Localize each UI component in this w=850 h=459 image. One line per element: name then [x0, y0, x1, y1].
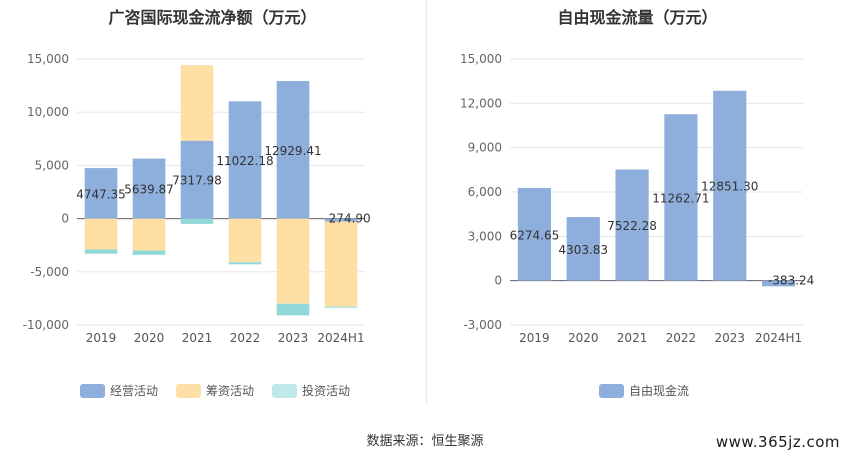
x-tick-label: 2022 [666, 331, 697, 345]
bar [132, 218, 166, 251]
legend-label-investing: 投资活动 [302, 384, 351, 398]
cashflow-legend: 经营活动 筹资活动 投资活动 [80, 382, 350, 399]
bar [324, 221, 358, 307]
legend-swatch-operating [80, 383, 105, 398]
y-tick-label: 9,000 [468, 141, 502, 155]
y-tick-label: -3,000 [463, 318, 502, 332]
legend-item-financing[interactable]: 筹资活动 [176, 382, 254, 399]
data-label: 12929.41 [264, 144, 321, 158]
y-tick-label: 5,000 [35, 158, 69, 172]
x-tick-label: 2021 [617, 331, 648, 345]
data-label: 4303.83 [558, 243, 608, 257]
legend-item-operating[interactable]: 经营活动 [80, 382, 158, 399]
y-tick-label: -10,000 [23, 318, 69, 332]
bar [276, 81, 310, 219]
legend-label-free-cashflow: 自由现金流 [629, 384, 690, 398]
bar [228, 101, 262, 219]
y-tick-label: 3,000 [468, 229, 502, 243]
data-label: 7317.98 [172, 174, 222, 188]
data-label: 7522.28 [607, 219, 657, 233]
legend-item-free-cashflow[interactable]: 自由现金流 [599, 382, 689, 399]
bar [180, 140, 214, 219]
bar [615, 169, 649, 281]
free-cashflow-legend: 自由现金流 [599, 382, 689, 399]
data-label: -383.24 [768, 274, 814, 288]
watermark: www.365jz.com [715, 433, 840, 451]
y-tick-label: 15,000 [460, 52, 502, 66]
y-tick-label: 0 [494, 274, 502, 288]
data-label: 6274.65 [510, 228, 560, 242]
legend-label-financing: 筹资活动 [206, 384, 255, 398]
x-tick-label: 2020 [568, 331, 599, 345]
legend-item-investing[interactable]: 投资活动 [272, 382, 350, 399]
data-label: 11022.18 [216, 154, 273, 168]
y-tick-label: 10,000 [27, 105, 69, 119]
bar [664, 114, 698, 281]
data-source: 数据来源：恒生聚源 [366, 434, 484, 449]
data-label: 5639.87 [124, 183, 174, 197]
y-tick-label: 15,000 [27, 52, 69, 66]
bar [84, 168, 118, 219]
x-tick-label: 2023 [278, 331, 309, 345]
free-cashflow-chart: -3,000 0 3,000 6,000 9,000 12,000 15,000 2019 20… [460, 52, 814, 345]
x-tick-label: 2021 [182, 331, 213, 345]
y-tick-label: 12,000 [460, 96, 502, 110]
y-tick-label: -5,000 [30, 265, 69, 279]
legend-swatch-investing [272, 383, 298, 398]
data-label: 4747.35 [76, 187, 126, 201]
bar [228, 262, 262, 265]
cashflow-chart: -10,000 -5,000 0 5,000 10,000 15,000 2019 2020 2… [23, 52, 371, 345]
bar [84, 249, 118, 254]
bar [566, 217, 600, 281]
chart-divider [426, 0, 427, 405]
x-tick-label: 2019 [519, 331, 550, 345]
bar [132, 250, 166, 255]
bar [84, 218, 118, 250]
y-tick-label: 0 [61, 212, 69, 226]
chart-title-free-cashflow: 自由现金流量（万元） [557, 8, 718, 27]
data-label: 11262.71 [652, 191, 709, 205]
bar [276, 218, 310, 304]
legend-label-operating: 经营活动 [110, 384, 159, 398]
bar [228, 218, 262, 263]
bar [517, 187, 552, 281]
legend-swatch-free-cashflow [599, 383, 624, 398]
data-label: 12851.30 [701, 180, 758, 194]
chart-title-cashflow: 广咨国际现金流净额（万元） [108, 8, 317, 27]
bar [324, 218, 358, 222]
x-tick-label: 2019 [86, 331, 117, 345]
x-tick-label: 2020 [134, 331, 165, 345]
x-tick-label: 2022 [230, 331, 261, 345]
bar [324, 306, 358, 308]
bar [180, 65, 214, 141]
x-tick-label: 2024H1 [317, 331, 364, 345]
bar [132, 158, 166, 219]
data-label: 274.90 [329, 212, 371, 226]
x-tick-label: 2023 [714, 331, 745, 345]
bar [180, 218, 214, 224]
bar [276, 303, 310, 316]
bar [761, 280, 796, 287]
y-tick-label: 6,000 [468, 185, 502, 199]
bar [713, 90, 747, 281]
legend-swatch-financing [176, 383, 202, 398]
x-tick-label: 2024H1 [755, 331, 802, 345]
